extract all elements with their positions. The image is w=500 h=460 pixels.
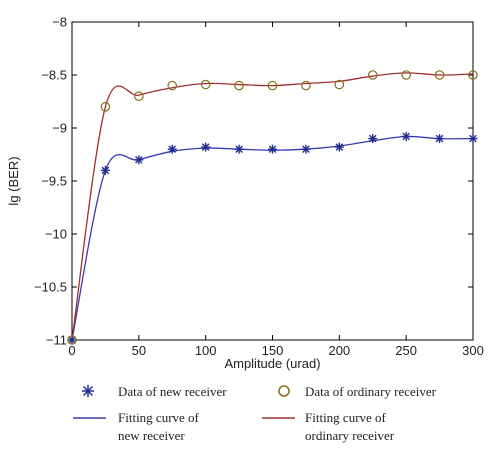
data-point-circle xyxy=(267,80,278,91)
series-layer xyxy=(67,70,478,345)
data-point-star xyxy=(301,144,311,154)
data-point-star xyxy=(468,134,478,144)
data-point-star xyxy=(201,142,211,152)
legend-new-fit-label-line2: new receiver xyxy=(118,428,185,443)
data-point-star xyxy=(167,144,177,154)
series-fitting-curve-of-ordinary-receiver xyxy=(71,72,474,341)
x-tick-label: 150 xyxy=(262,343,284,358)
data-point-circle xyxy=(301,80,311,91)
legend-ordinary-data-label: Data of ordinary receiver xyxy=(305,384,437,399)
data-point-circle xyxy=(67,335,77,345)
data-point-circle xyxy=(401,70,411,80)
y-axis-title: lg (BER) xyxy=(6,156,21,205)
data-point-star xyxy=(134,155,144,165)
legend-ordinary-fit-label-line2: ordinary receiver xyxy=(305,428,395,443)
data-point-circle xyxy=(434,70,445,80)
legend-new-data-marker xyxy=(82,385,94,397)
data-point-circle xyxy=(167,80,178,91)
x-tick-label: 300 xyxy=(462,343,484,358)
data-point-star xyxy=(401,131,411,141)
x-tick-label: 250 xyxy=(395,343,417,358)
axis-ticks: 0 50 100 150 200 250 300 −11 −10.5 −10 −9.5 −9 −8.5 −… xyxy=(34,15,484,359)
y-tick-label: −8 xyxy=(52,15,67,30)
data-point-star xyxy=(368,134,378,144)
x-tick-label: 0 xyxy=(68,343,75,358)
y-tick-label: −9.5 xyxy=(41,174,67,189)
data-point-circle xyxy=(367,70,378,80)
y-tick-label: −10.5 xyxy=(34,280,67,295)
series-data-of-new-receiver xyxy=(67,131,478,345)
x-tick-label: 100 xyxy=(195,343,217,358)
x-axis-title: Amplitude (urad) xyxy=(224,356,320,371)
x-tick-label: 200 xyxy=(328,343,350,358)
data-point-star xyxy=(234,144,244,154)
data-point-circle xyxy=(334,79,345,90)
data-point-star xyxy=(334,142,344,152)
fit-curve-line xyxy=(71,72,474,341)
data-point-star xyxy=(268,144,277,154)
data-point-star xyxy=(67,335,77,345)
legend-new-data-label: Data of new receiver xyxy=(118,384,227,399)
data-point-circle xyxy=(234,80,244,91)
legend-new-fit-label-line1: Fitting curve of xyxy=(118,410,200,425)
y-tick-label: −10 xyxy=(45,227,67,242)
series-data-of-ordinary-receiver xyxy=(67,70,478,345)
plot-area xyxy=(71,21,474,341)
data-point-circle xyxy=(134,91,144,101)
x-tick-label: 50 xyxy=(132,343,146,358)
data-point-star xyxy=(435,134,445,144)
data-point-circle xyxy=(200,79,211,90)
legend: Data of new receiver Data of ordinary re… xyxy=(73,384,437,443)
data-point-circle xyxy=(100,102,111,112)
y-tick-label: −8.5 xyxy=(41,68,67,83)
data-point-star xyxy=(100,165,110,175)
y-tick-label: −9 xyxy=(52,121,67,136)
data-point-circle xyxy=(468,70,478,80)
y-tick-label: −11 xyxy=(46,333,67,348)
legend-ordinary-data-marker xyxy=(278,385,290,397)
legend-ordinary-fit-label-line1: Fitting curve of xyxy=(305,410,387,425)
